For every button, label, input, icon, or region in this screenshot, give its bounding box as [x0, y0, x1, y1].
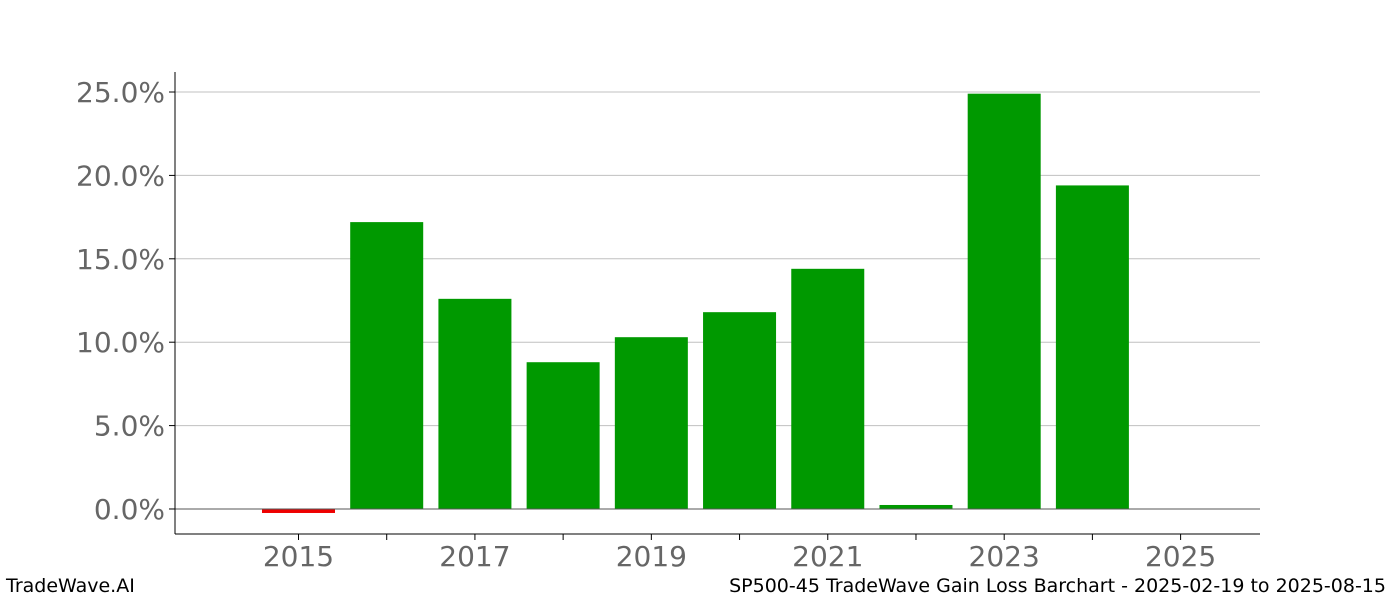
- bar-2015: [261, 508, 335, 513]
- bar-2020: [703, 312, 777, 509]
- x-tick-label: 2025: [1145, 540, 1216, 573]
- x-tick-label: 2021: [792, 540, 863, 573]
- tick-labels: 0.0% 5.0% 10.0% 15.0% 20.0% 25.0% 2015 2017 2019…: [76, 76, 1216, 573]
- y-tick-label: 0.0%: [94, 493, 165, 526]
- bar-2022: [879, 504, 953, 509]
- bar-2016: [350, 222, 424, 509]
- bars: [261, 93, 1129, 513]
- axes: [169, 72, 1260, 540]
- chart-caption: SP500-45 TradeWave Gain Loss Barchart - …: [729, 575, 1386, 597]
- x-tick-label: 2017: [439, 540, 510, 573]
- bar-2023: [967, 93, 1041, 509]
- bar-2018: [526, 362, 600, 509]
- y-tick-label: 10.0%: [76, 326, 165, 359]
- y-tick-label: 15.0%: [76, 243, 165, 276]
- brand-label: TradeWave.AI: [6, 575, 135, 597]
- bar-2024: [1055, 185, 1129, 509]
- bar-2021: [791, 268, 865, 509]
- bar-2019: [614, 337, 688, 509]
- x-tick-label: 2019: [616, 540, 687, 573]
- y-tick-label: 25.0%: [76, 76, 165, 109]
- x-tick-label: 2023: [969, 540, 1040, 573]
- y-tick-label: 20.0%: [76, 159, 165, 192]
- bar-2017: [438, 298, 512, 509]
- x-tick-label: 2015: [263, 540, 334, 573]
- y-tick-label: 5.0%: [94, 410, 165, 443]
